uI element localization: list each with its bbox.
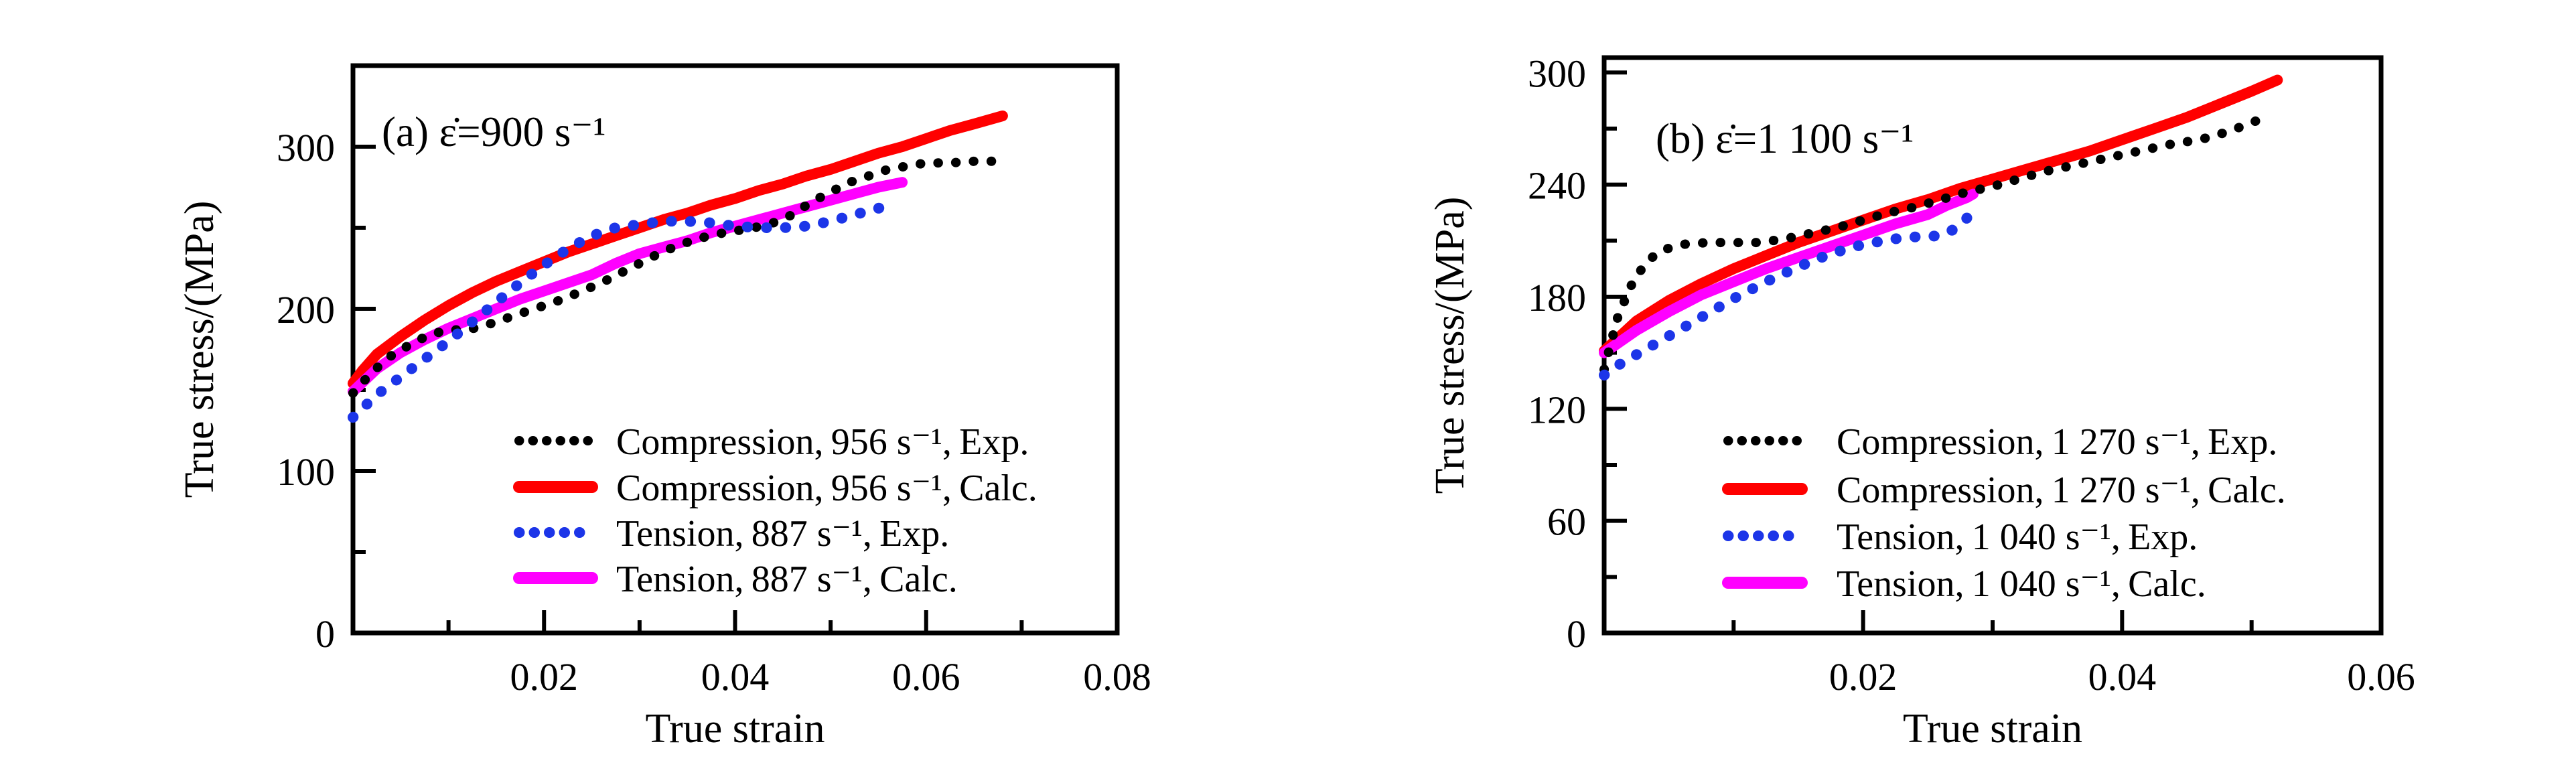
series-compression-calc-solid — [348, 111, 1008, 389]
legend-label: Compression, 1 270 s⁻¹, Exp. — [1837, 421, 2277, 463]
chart-b: 0.02 0.04 0.06 0 60 120 180 240 300 (b) ε̇=1 100 … — [1427, 52, 2415, 752]
legend-label: Tension, 1 040 s⁻¹, Calc. — [1837, 563, 2206, 605]
x-tick-label: 0.02 — [510, 655, 579, 699]
y-tick-label: 180 — [1528, 276, 1586, 319]
y-tick-label: 60 — [1547, 500, 1586, 544]
series-compression-exp-dots — [348, 156, 1003, 398]
legend-item-compression-calc: Compression, 1 270 s⁻¹, Calc. — [1722, 470, 2286, 511]
legend-item-compression-exp: Compression, 1 270 s⁻¹, Exp. — [1723, 421, 2277, 463]
legend-item-tension-exp: Tension, 1 040 s⁻¹, Exp. — [1723, 516, 2198, 558]
legend-label: Tension, 887 s⁻¹, Calc. — [616, 559, 958, 600]
chart-a: 0.02 0.04 0.06 0.08 0 100 200 300 (a) ε̇=900 s⁻¹… — [177, 63, 1151, 752]
legend-label: Tension, 887 s⁻¹, Exp. — [616, 513, 949, 555]
panel-title: (a) ε̇=900 s⁻¹ — [382, 109, 606, 155]
legend-item-tension-calc: Tension, 887 s⁻¹, Calc. — [513, 559, 958, 600]
y-tick-label: 200 — [277, 288, 335, 332]
legend-label: Compression, 956 s⁻¹, Exp. — [616, 421, 1029, 463]
series-compression-exp-dots — [1599, 109, 2276, 374]
legend-label: Compression, 956 s⁻¹, Calc. — [616, 468, 1037, 509]
legend-item-tension-exp: Tension, 887 s⁻¹, Exp. — [514, 513, 949, 555]
x-axis-title: True strain — [645, 706, 825, 752]
y-tick-label: 240 — [1528, 164, 1586, 208]
series-tension-calc-solid — [1599, 188, 1979, 358]
x-tick-label: 0.06 — [2347, 655, 2415, 699]
x-tick-label: 0.04 — [701, 655, 770, 699]
legend-item-tension-calc: Tension, 1 040 s⁻¹, Calc. — [1722, 563, 2206, 605]
y-axis-title: True stress/(MPa) — [177, 201, 222, 498]
y-tick-label: 300 — [1528, 52, 1586, 95]
y-tick-label: 120 — [1528, 388, 1586, 431]
legend-label: Compression, 1 270 s⁻¹, Calc. — [1837, 470, 2286, 511]
legend-label: Tension, 1 040 s⁻¹, Exp. — [1837, 516, 2198, 558]
x-tick-label: 0.08 — [1083, 655, 1151, 699]
y-tick-label: 0 — [1567, 612, 1586, 656]
y-axis-title: True stress/(MPa) — [1427, 197, 1473, 494]
panel-title: (b) ε̇=1 100 s⁻¹ — [1656, 115, 1914, 162]
series-tension-calc-solid — [348, 177, 908, 397]
legend: Compression, 956 s⁻¹, Exp. Compression, 9… — [513, 421, 1037, 600]
y-tick-label: 300 — [277, 126, 335, 169]
x-tick-label: 0.02 — [1829, 655, 1898, 699]
x-axis-title: True strain — [1903, 706, 2082, 752]
y-tick-label: 0 — [315, 612, 335, 656]
x-tick-label: 0.04 — [2088, 655, 2157, 699]
legend: Compression, 1 270 s⁻¹, Exp. Compression,… — [1722, 421, 2286, 605]
x-tick-label: 0.06 — [892, 655, 960, 699]
legend-item-compression-calc: Compression, 956 s⁻¹, Calc. — [513, 468, 1037, 509]
y-tick-label: 100 — [277, 450, 335, 494]
series-tension-exp-dots — [1599, 202, 1979, 381]
legend-item-compression-exp: Compression, 956 s⁻¹, Exp. — [514, 421, 1029, 463]
series-tension-exp-dots — [348, 200, 893, 423]
